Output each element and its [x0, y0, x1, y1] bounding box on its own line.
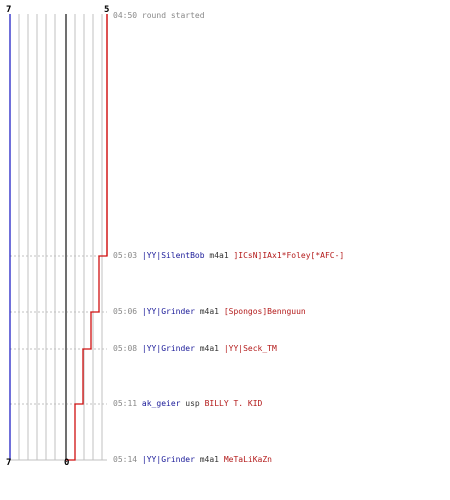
weapon-name: m4a1 [209, 251, 229, 260]
event-row: 05:08 |YY|Grinder m4a1 |YY|Seck_TM [113, 344, 277, 354]
victim-name: [Spongos]Bennguun [223, 307, 306, 316]
weapon-name: m4a1 [199, 344, 219, 353]
event-row: 05:03 |YY|SilentBob m4a1 ]ICsN]IAx1*Fole… [113, 251, 344, 261]
event-row: 05:11 ak_geier usp BILLY T. KID [113, 399, 262, 409]
event-time: 04:50 [113, 11, 138, 20]
event-row: 05:06 |YY|Grinder m4a1 [Spongos]Bennguun [113, 307, 306, 317]
weapon-name: usp [185, 399, 200, 408]
event-row-start: 04:50 round started [113, 11, 205, 21]
killer-name: ak_geier [141, 399, 181, 408]
victim-name: BILLY T. KID [204, 399, 263, 408]
event-time: 05:08 [113, 344, 138, 353]
killer-name: |YY|Grinder [141, 307, 195, 316]
score-step-line [66, 14, 108, 461]
team-a-score-bottom: 7 [6, 458, 12, 468]
event-time: 05:03 [113, 251, 138, 260]
grid-lines [10, 14, 107, 461]
killer-name: |YY|SilentBob [141, 251, 205, 260]
team-b-score-bottom: 0 [64, 458, 70, 468]
event-row: 05:14 |YY|Grinder m4a1 MeTaLiKaZn [113, 455, 272, 465]
event-time: 05:11 [113, 399, 138, 408]
event-guide-lines [10, 255, 107, 405]
victim-name: |YY|Seck_TM [223, 344, 277, 353]
weapon-name: m4a1 [199, 455, 219, 464]
killer-name: |YY|Grinder [141, 344, 195, 353]
victim-name: MeTaLiKaZn [223, 455, 272, 464]
event-text: round started [141, 11, 205, 20]
event-time: 05:06 [113, 307, 138, 316]
killer-name: |YY|Grinder [141, 455, 195, 464]
event-time: 05:14 [113, 455, 138, 464]
team-a-score-top: 7 [6, 5, 12, 15]
team-b-score-top: 5 [104, 5, 110, 15]
victim-name: ]ICsN]IAx1*Foley[*AFC-] [233, 251, 345, 260]
weapon-name: m4a1 [199, 307, 219, 316]
